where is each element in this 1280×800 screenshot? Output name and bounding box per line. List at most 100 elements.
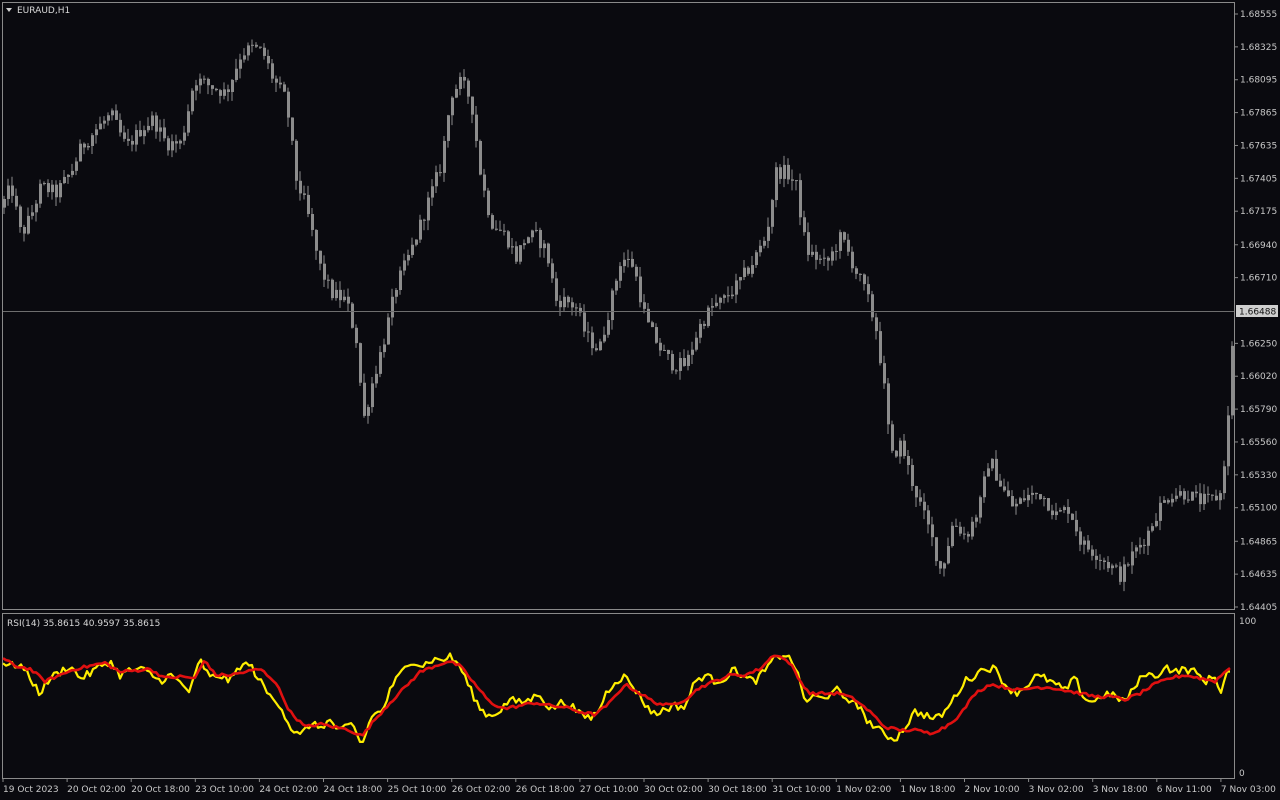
- candle-body: [171, 141, 174, 151]
- candle-body: [811, 251, 814, 255]
- candle-body: [707, 307, 710, 326]
- candle-body: [687, 354, 690, 366]
- candle-body: [423, 219, 426, 221]
- price-tick-label: 1.66940: [1240, 241, 1277, 251]
- price-tick-label: 1.66710: [1240, 274, 1277, 284]
- candle-body: [935, 537, 938, 562]
- candle-body: [1143, 544, 1146, 546]
- candle-body: [779, 167, 782, 179]
- candle-body: [1031, 492, 1034, 495]
- candle-body: [975, 517, 978, 522]
- price-tick-label: 1.66250: [1240, 339, 1277, 349]
- candlestick-series: [3, 39, 1234, 592]
- candle-body: [439, 172, 442, 174]
- current-price-tag-text: 1.66488: [1239, 308, 1276, 318]
- candle-body: [119, 119, 122, 133]
- candle-body: [459, 76, 462, 89]
- price-tick-label: 1.67175: [1240, 207, 1277, 217]
- candle-body: [463, 76, 466, 81]
- candle-body: [1231, 345, 1234, 416]
- candle-body: [231, 79, 234, 92]
- candle-body: [99, 123, 102, 130]
- candle-body: [1155, 520, 1158, 527]
- candle-body: [1043, 498, 1046, 500]
- candle-body: [351, 303, 354, 328]
- candle-body: [919, 497, 922, 502]
- candle-body: [803, 217, 806, 233]
- candle-body: [599, 341, 602, 351]
- candle-body: [291, 117, 294, 141]
- candle-body: [367, 407, 370, 416]
- triangle-down-icon[interactable]: [6, 8, 12, 12]
- candle-body: [151, 115, 154, 126]
- candle-body: [507, 231, 510, 248]
- time-tick-label: 7 Nov 03:00: [1221, 785, 1276, 795]
- candle-body: [407, 254, 410, 261]
- candle-body: [703, 323, 706, 326]
- candle-body: [1047, 498, 1050, 511]
- price-axis: 1.68555 1.68325 1.68095 1.67865 1.67635 1.674…: [1234, 10, 1277, 613]
- candle-body: [967, 534, 970, 537]
- candle-body: [767, 226, 770, 241]
- price-tick-label: 1.68095: [1240, 76, 1277, 86]
- candle-body: [671, 353, 674, 371]
- candle-body: [1067, 507, 1070, 514]
- time-tick-label: 30 Oct 02:00: [644, 785, 703, 795]
- candle-body: [247, 45, 250, 56]
- rsi-label: RSI(14) 35.8615 40.9597 35.8615: [7, 619, 160, 629]
- candle-body: [1083, 540, 1086, 545]
- candle-body: [639, 276, 642, 303]
- candle-body: [911, 465, 914, 487]
- candle-body: [871, 294, 874, 318]
- candle-body: [1227, 415, 1230, 467]
- candle-body: [79, 143, 82, 162]
- candle-body: [731, 294, 734, 297]
- candle-body: [391, 296, 394, 318]
- candle-body: [51, 184, 54, 193]
- price-tick-label: 1.64635: [1240, 570, 1277, 580]
- candle-body: [1107, 561, 1110, 569]
- candle-body: [1195, 491, 1198, 494]
- time-tick-label: 6 Nov 11:00: [1157, 785, 1212, 795]
- candle-body: [1011, 496, 1014, 507]
- candle-body: [1059, 510, 1062, 512]
- candle-body: [471, 96, 474, 115]
- candle-body: [403, 260, 406, 271]
- price-tick-label: 1.64405: [1240, 603, 1277, 613]
- candle-body: [1167, 500, 1170, 503]
- candle-body: [715, 302, 718, 307]
- candle-body: [107, 115, 110, 121]
- candle-body: [1147, 530, 1150, 546]
- candle-body: [227, 89, 230, 92]
- candle-body: [651, 322, 654, 328]
- candle-body: [191, 90, 194, 112]
- time-tick-label: 20 Oct 18:00: [131, 785, 190, 795]
- candle-body: [1187, 499, 1190, 501]
- time-tick-label: 30 Oct 18:00: [708, 785, 767, 795]
- candle-body: [531, 230, 534, 238]
- candle-body: [111, 110, 114, 116]
- candle-body: [623, 259, 626, 267]
- symbol-title[interactable]: EURAUD,H1: [6, 6, 70, 16]
- candle-body: [831, 251, 834, 261]
- candle-body: [243, 55, 246, 60]
- time-tick-label: 2 Nov 10:00: [965, 785, 1020, 795]
- candle-body: [39, 183, 42, 204]
- price-tick-label: 1.65790: [1240, 405, 1277, 415]
- candle-body: [203, 78, 206, 80]
- candle-body: [535, 229, 538, 231]
- candle-body: [331, 279, 334, 299]
- candle-body: [819, 258, 822, 260]
- candle-body: [1063, 507, 1066, 511]
- candle-body: [527, 237, 530, 244]
- candle-body: [995, 458, 998, 481]
- candle-body: [323, 263, 326, 280]
- candle-body: [1131, 551, 1134, 566]
- candle-body: [483, 174, 486, 191]
- candle-body: [699, 323, 702, 338]
- time-tick-label: 31 Oct 10:00: [772, 785, 831, 795]
- candle-body: [675, 370, 678, 372]
- candle-body: [495, 228, 498, 230]
- candle-body: [131, 140, 134, 145]
